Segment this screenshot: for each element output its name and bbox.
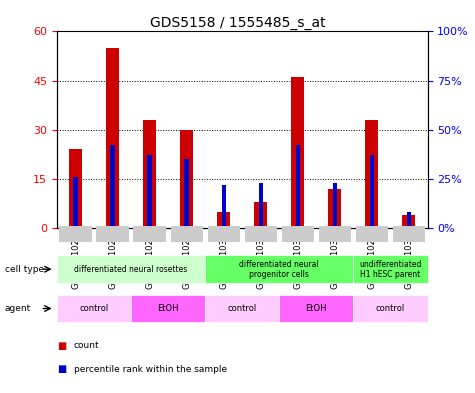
Bar [73, 177, 78, 228]
Bar [370, 155, 374, 228]
Text: agent: agent [5, 304, 31, 313]
Bar [365, 120, 379, 228]
Bar [254, 202, 267, 228]
Bar [106, 48, 119, 228]
Text: count: count [74, 342, 99, 350]
Bar [143, 120, 156, 228]
Bar [147, 155, 152, 228]
Text: differentiated neural rosettes: differentiated neural rosettes [75, 265, 188, 274]
Bar [110, 145, 115, 228]
Text: GDS5158 / 1555485_s_at: GDS5158 / 1555485_s_at [150, 16, 325, 30]
Text: ■: ■ [57, 364, 66, 375]
Text: EtOH: EtOH [157, 304, 179, 313]
Text: undifferentiated
H1 hESC parent: undifferentiated H1 hESC parent [359, 259, 422, 279]
Text: differentiated neural
progenitor cells: differentiated neural progenitor cells [239, 259, 319, 279]
Bar [328, 189, 342, 228]
Bar [258, 183, 263, 228]
Bar [69, 149, 82, 228]
Bar [291, 77, 304, 228]
Text: EtOH: EtOH [305, 304, 327, 313]
Bar [295, 145, 300, 228]
Text: percentile rank within the sample: percentile rank within the sample [74, 365, 227, 374]
Bar [180, 130, 193, 228]
Text: control: control [79, 304, 109, 313]
Text: ■: ■ [57, 341, 66, 351]
Bar [332, 183, 337, 228]
Text: control: control [228, 304, 257, 313]
Text: control: control [376, 304, 405, 313]
Bar [407, 212, 411, 228]
Text: cell type: cell type [5, 265, 44, 274]
Bar [184, 159, 189, 228]
Bar [402, 215, 416, 228]
Bar [221, 185, 226, 228]
Bar [217, 211, 230, 228]
